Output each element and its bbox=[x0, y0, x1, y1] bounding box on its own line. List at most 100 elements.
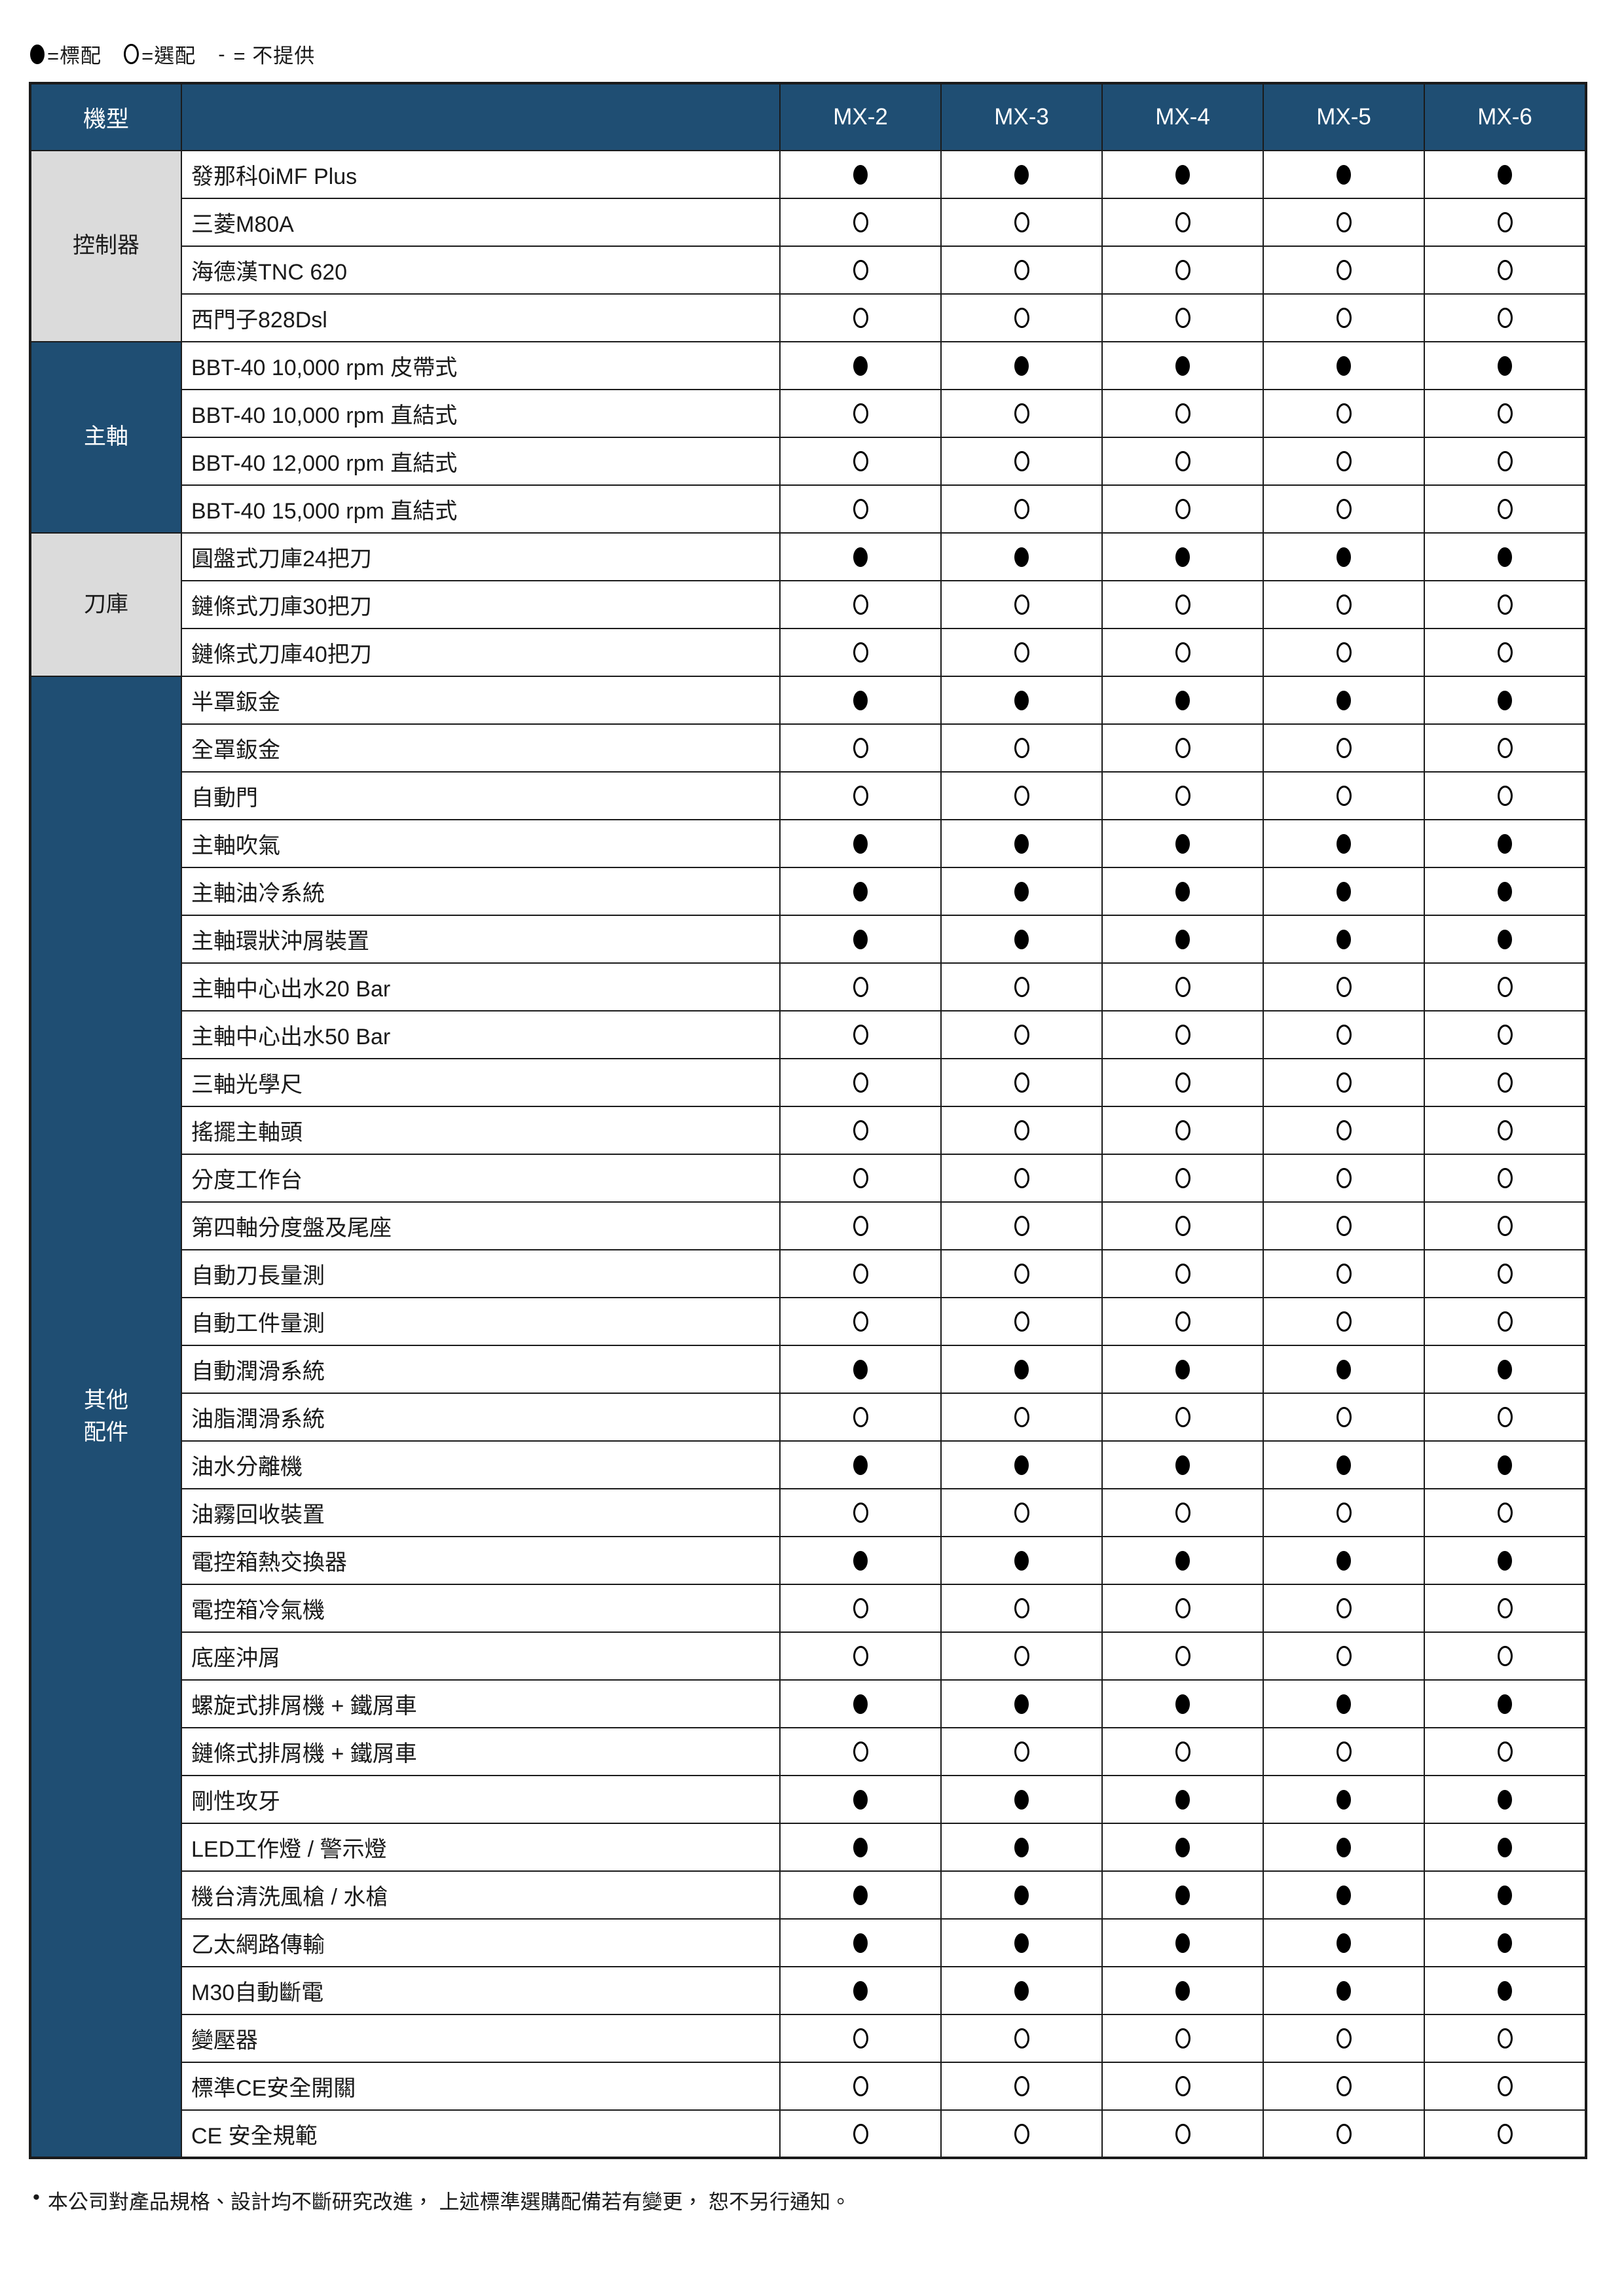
table-row: 西門子828Dsl bbox=[30, 293, 1587, 342]
optional-dot-icon bbox=[853, 499, 868, 519]
optional-dot-icon bbox=[853, 1741, 868, 1762]
table-row: 油脂潤滑系統 bbox=[30, 1393, 1587, 1442]
optional-dot-icon bbox=[1175, 1598, 1190, 1618]
optional-dot-icon bbox=[1497, 1598, 1513, 1618]
table-row: 主軸 BBT-40 10,000 rpm 皮帶式 bbox=[29, 341, 1587, 534]
mark-cell bbox=[940, 819, 1103, 868]
mark-cell bbox=[779, 1870, 942, 1920]
item-label-cell: 自動門 bbox=[181, 771, 781, 820]
mark-cell bbox=[940, 1631, 1103, 1681]
mark-cell bbox=[1263, 628, 1425, 677]
optional-dot-icon bbox=[1336, 642, 1352, 663]
standard-dot-icon bbox=[1498, 881, 1512, 902]
table-row: 油水分離機 bbox=[30, 1440, 1587, 1489]
mark-cell bbox=[779, 915, 942, 964]
optional-dot-icon bbox=[1175, 1503, 1190, 1523]
optional-dot-icon bbox=[1175, 1407, 1190, 1427]
optional-dot-icon bbox=[1336, 499, 1352, 519]
optional-dot-icon bbox=[1336, 594, 1352, 615]
mark-cell bbox=[1101, 723, 1264, 773]
standard-dot-icon bbox=[1014, 1455, 1029, 1475]
mark-cell bbox=[1101, 962, 1264, 1011]
standard-dot-icon bbox=[1498, 1837, 1512, 1857]
optional-dot-icon bbox=[853, 738, 868, 758]
mark-cell bbox=[940, 1823, 1103, 1872]
column-header-mx-5: MX-5 bbox=[1263, 82, 1425, 151]
mark-cell bbox=[940, 1918, 1103, 1967]
mark-cell bbox=[1424, 1106, 1587, 1155]
mark-cell bbox=[1424, 867, 1587, 916]
table-row: 三菱M80A bbox=[30, 198, 1587, 247]
item-label-cell: 主軸環狀沖屑裝置 bbox=[181, 915, 781, 964]
item-label-cell: BBT-40 12,000 rpm 直結式 bbox=[181, 437, 781, 486]
optional-dot-icon bbox=[1336, 1646, 1352, 1666]
optional-dot-icon bbox=[1175, 1741, 1190, 1762]
optional-dot-icon bbox=[1175, 1216, 1190, 1236]
mark-cell bbox=[1101, 867, 1264, 916]
standard-dot-icon bbox=[1337, 164, 1351, 185]
mark-cell bbox=[1263, 1870, 1425, 1920]
optional-dot-icon bbox=[1175, 212, 1190, 232]
mark-cell bbox=[1101, 1870, 1264, 1920]
standard-dot-icon bbox=[1175, 1550, 1190, 1571]
optional-dot-icon bbox=[1014, 260, 1029, 280]
optional-dot-icon bbox=[1175, 977, 1190, 997]
mark-cell bbox=[940, 484, 1103, 534]
mark-cell bbox=[1263, 1010, 1425, 1059]
optional-dot-icon bbox=[1014, 1072, 1029, 1093]
mark-cell bbox=[1263, 484, 1425, 534]
mark-cell bbox=[1424, 1488, 1587, 1537]
mark-cell bbox=[1263, 1393, 1425, 1442]
optional-dot-icon bbox=[1336, 977, 1352, 997]
mark-cell bbox=[779, 1201, 942, 1250]
optional-dot-icon bbox=[1336, 260, 1352, 280]
mark-cell bbox=[1101, 771, 1264, 820]
standard-dot-icon bbox=[1498, 355, 1512, 376]
mark-cell bbox=[940, 962, 1103, 1011]
column-header-mx-6: MX-6 bbox=[1424, 82, 1587, 151]
mark-cell bbox=[1424, 1201, 1587, 1250]
optional-dot-icon bbox=[1014, 1407, 1029, 1427]
mark-cell bbox=[1101, 1727, 1264, 1776]
mark-cell bbox=[779, 1823, 942, 1872]
optional-dot-icon bbox=[1497, 403, 1513, 424]
item-label-cell: 全罩鈑金 bbox=[181, 723, 781, 773]
mark-cell bbox=[940, 867, 1103, 916]
mark-cell bbox=[1101, 1201, 1264, 1250]
mark-cell bbox=[1424, 2109, 1587, 2159]
standard-dot-icon bbox=[1498, 690, 1512, 710]
legend-none-symbol: - bbox=[218, 42, 226, 65]
mark-cell bbox=[1263, 1584, 1425, 1633]
mark-cell bbox=[940, 1536, 1103, 1585]
optional-dot-icon bbox=[1497, 1025, 1513, 1045]
optional-dot-icon bbox=[1014, 594, 1029, 615]
item-label-cell: 半罩鈑金 bbox=[181, 676, 781, 725]
mark-cell bbox=[779, 771, 942, 820]
standard-dot-icon bbox=[853, 1885, 868, 1905]
standard-dot-icon bbox=[1337, 547, 1351, 567]
optional-dot-icon bbox=[1497, 1264, 1513, 1284]
mark-cell bbox=[1101, 1393, 1264, 1442]
optional-dot-icon bbox=[1014, 451, 1029, 471]
mark-cell bbox=[1424, 1058, 1587, 1107]
item-label-cell: LED工作燈 / 警示燈 bbox=[181, 1823, 781, 1872]
item-label-cell: 西門子828Dsl bbox=[181, 293, 781, 342]
item-label-cell: 自動潤滑系統 bbox=[181, 1345, 781, 1394]
standard-dot-icon bbox=[1337, 1885, 1351, 1905]
standard-dot-icon bbox=[1498, 1980, 1512, 2001]
table-row: 全罩鈑金 bbox=[30, 723, 1587, 773]
mark-cell bbox=[1101, 1345, 1264, 1394]
item-label-cell: 變壓器 bbox=[181, 2014, 781, 2063]
mark-cell bbox=[779, 341, 942, 390]
mark-cell bbox=[1263, 723, 1425, 773]
item-label-cell: 搖擺主軸頭 bbox=[181, 1106, 781, 1155]
optional-dot-icon bbox=[1336, 1072, 1352, 1093]
item-label-cell: 主軸中心出水20 Bar bbox=[181, 962, 781, 1011]
table-row: 主軸中心出水20 Bar bbox=[30, 962, 1587, 1011]
mark-cell bbox=[1263, 532, 1425, 581]
standard-dot-icon bbox=[1337, 833, 1351, 854]
mark-cell bbox=[1424, 246, 1587, 295]
mark-cell bbox=[1101, 1058, 1264, 1107]
item-label-cell: 海德漢TNC 620 bbox=[181, 246, 781, 295]
optional-dot-icon bbox=[1336, 2076, 1352, 2096]
